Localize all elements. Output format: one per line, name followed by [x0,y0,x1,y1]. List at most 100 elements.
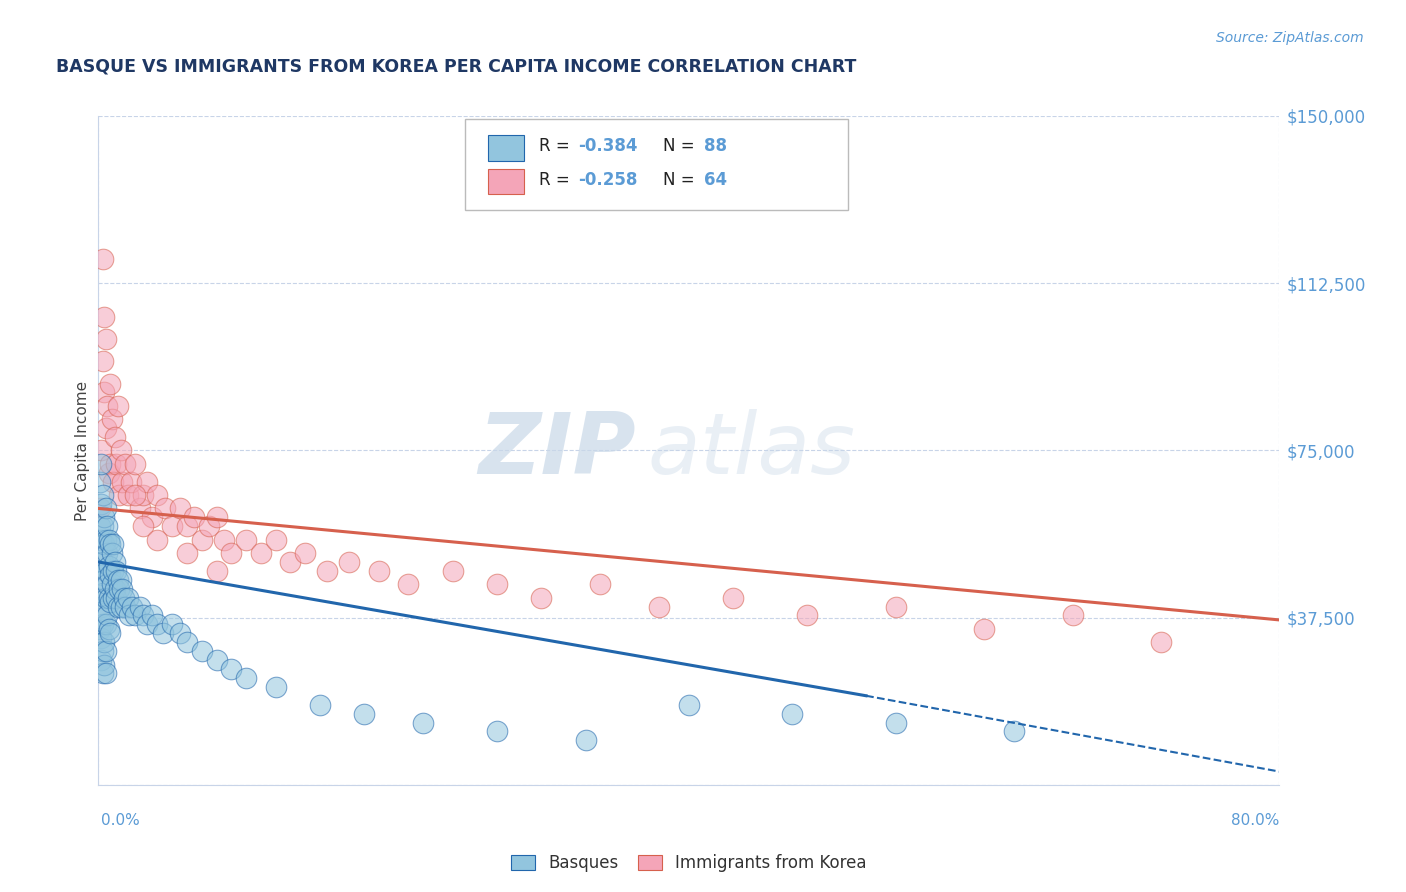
Point [162,519,183,533]
Bar [488,136,523,161]
Point [90,653,112,667]
Point [191,533,214,547]
Point [91,519,114,533]
Text: ZIP: ZIP [478,409,636,492]
Point [89,475,111,489]
Point [91,586,114,600]
Point [884,715,907,730]
Point [648,599,671,614]
Point [100,546,122,560]
Point [97,466,120,480]
Point [93,510,115,524]
Point [90,457,112,471]
Point [124,457,146,471]
Text: 88: 88 [704,137,727,155]
Point [105,457,128,471]
Point [121,599,143,614]
Point [723,591,745,605]
Point [530,591,553,605]
Point [796,608,818,623]
Point [90,568,112,582]
Point [107,573,129,587]
Point [412,715,434,730]
Point [110,443,132,458]
FancyBboxPatch shape [464,120,848,210]
Point [176,635,198,649]
Point [97,533,120,547]
Point [219,662,242,676]
Point [100,412,122,426]
Point [98,568,121,582]
Point [169,501,191,516]
Text: -0.384: -0.384 [578,137,637,155]
Point [94,617,117,632]
Point [117,488,139,502]
Point [1062,608,1084,623]
Point [100,577,122,591]
Point [94,666,117,681]
Point [153,501,176,516]
Point [94,591,117,605]
Text: atlas: atlas [648,409,856,492]
Point [93,385,115,400]
Point [89,622,111,636]
Text: N =: N = [664,137,700,155]
Point [90,443,112,458]
Point [93,604,115,618]
Point [94,332,117,346]
Point [146,617,169,632]
Text: BASQUE VS IMMIGRANTS FROM KOREA PER CAPITA INCOME CORRELATION CHART: BASQUE VS IMMIGRANTS FROM KOREA PER CAPI… [56,58,856,76]
Point [91,555,114,569]
Point [94,564,117,578]
Point [94,533,117,547]
Point [132,608,155,623]
Text: R =: R = [538,170,575,188]
Point [89,591,111,605]
Point [93,537,115,551]
Point [111,582,134,596]
Point [294,546,316,560]
Text: R =: R = [538,137,575,155]
Point [89,555,111,569]
Point [89,501,111,516]
Point [396,577,419,591]
Point [574,733,596,747]
Point [141,608,163,623]
Point [104,582,127,596]
Point [169,626,191,640]
Point [97,591,120,605]
Point [91,617,114,632]
Point [141,510,163,524]
Point [117,591,139,605]
Y-axis label: Per Capita Income: Per Capita Income [75,380,90,521]
Point [98,376,121,391]
Point [93,657,115,672]
Point [205,564,228,578]
Point [183,510,205,524]
Point [486,577,509,591]
Point [146,533,169,547]
Point [235,671,257,685]
Point [176,546,198,560]
Point [678,698,700,712]
Point [176,519,198,533]
Point [205,510,228,524]
Point [98,537,121,551]
Point [219,546,242,560]
Point [107,599,129,614]
Point [98,457,121,471]
Point [114,599,136,614]
Point [152,626,174,640]
Point [89,519,111,533]
Text: 64: 64 [704,170,727,188]
Point [973,622,995,636]
Point [105,564,128,578]
Point [486,724,509,739]
Point [94,421,117,435]
Point [120,475,142,489]
Point [309,698,332,712]
Point [112,591,135,605]
Point [884,599,907,614]
Point [103,591,125,605]
Point [96,546,118,560]
